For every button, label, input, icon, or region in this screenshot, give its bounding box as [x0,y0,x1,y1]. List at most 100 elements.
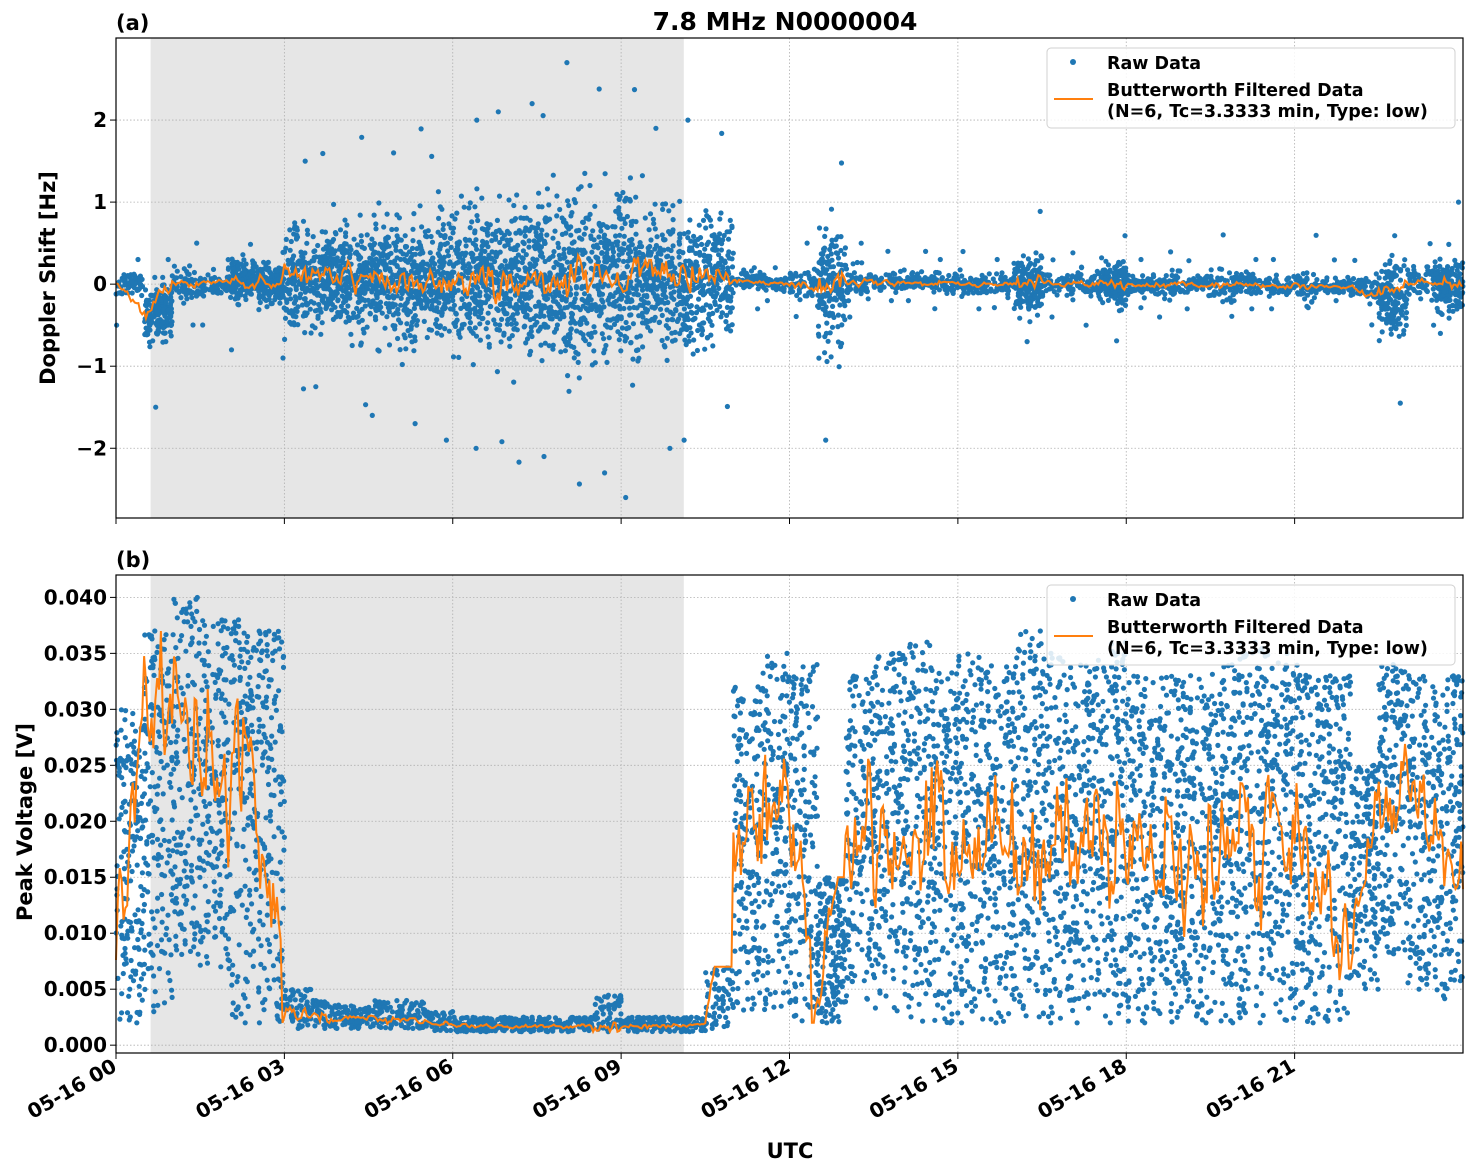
raw-data-point [1130,277,1136,284]
raw-data-point [613,290,619,296]
raw-data-point [394,263,400,269]
raw-data-point [558,349,564,355]
raw-data-point [708,332,714,338]
raw-data-point [551,329,558,335]
raw-data-point [832,295,838,301]
raw-data-point [248,268,254,274]
raw-data-point [727,217,733,223]
raw-data-point [718,294,725,300]
raw-data-point [592,360,598,366]
raw-data-point [594,242,600,248]
raw-data-point [721,232,727,239]
raw-data-point [511,379,517,385]
raw-data-point [670,243,676,249]
raw-data-point [520,239,526,245]
raw-data-point [1116,259,1122,265]
raw-data-point [347,295,353,301]
raw-data-point [1169,267,1175,273]
raw-data-point [529,101,535,107]
raw-data-point [642,306,649,312]
raw-data-point [435,229,441,235]
raw-data-point [396,215,402,221]
raw-data-point [936,287,943,293]
raw-data-point [411,348,417,354]
raw-data-point [135,256,141,263]
raw-data-point [453,311,459,317]
raw-data-point [605,246,611,252]
raw-data-point [419,224,425,230]
raw-data-point [477,337,483,343]
raw-data-point [454,210,460,216]
raw-data-point [1177,268,1183,274]
raw-data-point [1270,256,1276,263]
raw-data-point [846,286,852,292]
raw-data-point [429,260,436,266]
raw-data-point [418,126,424,132]
raw-data-point [691,233,697,239]
raw-data-point [960,248,966,255]
raw-data-point [568,232,574,238]
raw-data-point [283,287,289,293]
raw-data-point [929,274,935,280]
raw-data-point [340,255,346,261]
raw-data-point [629,298,635,304]
raw-data-point [627,312,633,318]
raw-data-point [696,296,702,302]
raw-data-point [592,302,598,308]
raw-data-point [624,294,631,300]
raw-data-point [729,305,735,311]
raw-data-point [434,330,440,336]
raw-data-point [1186,258,1192,264]
raw-data-point [1216,291,1222,297]
raw-data-point [1118,295,1124,301]
raw-data-point [325,275,331,282]
raw-data-point [489,238,495,244]
raw-data-point [778,286,784,292]
raw-data-point [431,289,437,295]
raw-data-point [823,304,829,310]
raw-data-point [302,330,308,336]
raw-data-point [1014,266,1020,272]
raw-data-point [651,221,657,227]
raw-data-point [712,301,718,307]
raw-data-point [564,259,571,265]
raw-data-point [802,293,808,299]
raw-data-point [1070,287,1076,293]
raw-data-point [497,239,503,246]
raw-data-point [896,275,903,282]
raw-data-point [836,261,842,267]
raw-data-point [652,201,658,207]
raw-data-point [461,204,467,210]
raw-data-point [409,245,416,251]
raw-data-point [816,304,822,310]
raw-data-point [371,300,378,307]
raw-data-point [887,274,893,281]
raw-data-point [371,240,378,247]
raw-data-point [424,296,430,302]
raw-data-point [139,292,145,299]
raw-data-point [358,238,365,244]
raw-data-point [257,299,263,306]
raw-data-point [539,227,545,233]
raw-data-point [1137,288,1143,294]
raw-data-point [598,228,604,234]
raw-data-point [601,232,608,238]
raw-data-point [659,337,665,344]
raw-data-point [356,309,362,315]
raw-data-point [369,245,375,251]
raw-data-point [507,343,513,349]
raw-data-point [522,233,528,239]
raw-data-point [348,331,354,337]
raw-data-point [718,210,724,216]
raw-data-point [393,243,399,249]
raw-data-point [830,264,837,270]
raw-data-point [320,296,326,302]
raw-data-point [723,319,729,325]
raw-data-point [1095,271,1101,277]
raw-data-point [589,249,595,255]
raw-data-point [670,227,676,233]
raw-data-point [562,335,568,341]
raw-data-point [677,198,683,204]
raw-data-point [728,328,734,334]
raw-data-point [959,293,965,299]
